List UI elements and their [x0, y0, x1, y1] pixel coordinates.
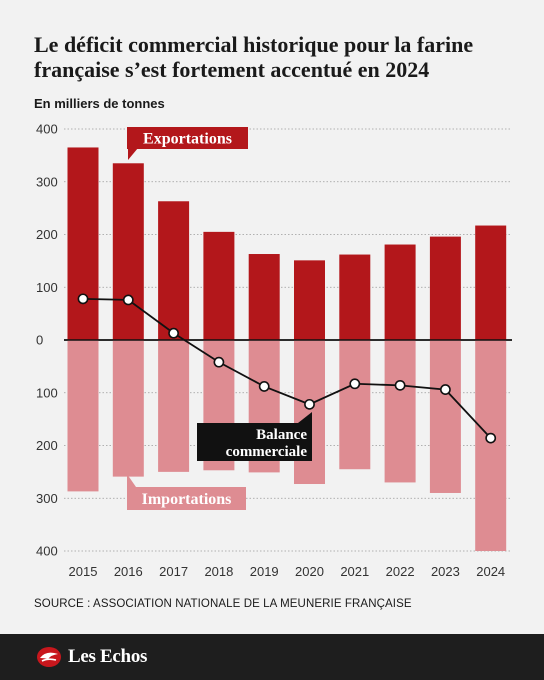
balance-annotation-line2: commerciale [226, 444, 308, 460]
x-tick-label: 2020 [295, 564, 324, 579]
export-bar [203, 231, 235, 340]
y-tick-label: 400 [36, 122, 58, 137]
x-tick-label: 2019 [250, 564, 279, 579]
x-tick-label: 2021 [340, 564, 369, 579]
balance-point [258, 381, 270, 392]
x-tick-label: 2018 [204, 564, 233, 579]
balance-annotation-pointer [298, 412, 312, 423]
x-tick-label: 2016 [114, 564, 143, 579]
x-tick-label: 2017 [159, 564, 188, 579]
import-bar [339, 340, 371, 470]
balance-point [485, 432, 497, 444]
import-bar [294, 340, 325, 485]
y-tick-label: 300 [36, 491, 58, 506]
import-bar [384, 340, 416, 483]
balance-point [213, 356, 225, 368]
balance-point [394, 379, 406, 391]
exports-annotation-box [127, 127, 248, 149]
x-tick-label: 2024 [476, 564, 505, 579]
y-tick-label: 100 [36, 280, 58, 295]
export-bar [384, 244, 416, 340]
balance-point [439, 384, 451, 395]
import-bar [429, 340, 461, 493]
exports-annotation: Exportations [127, 127, 248, 160]
exports-annotation-pointer [128, 148, 138, 160]
brand-name: Les Echos [68, 646, 148, 667]
chart: 400 300 200 100 0 100 200 300 400 2015 2016 2017 20… [36, 122, 512, 579]
export-bar [475, 225, 507, 340]
balance-point [122, 294, 134, 306]
footer-bar: Les Echos [0, 634, 544, 680]
import-bar [67, 340, 99, 492]
balance-point [77, 293, 89, 305]
balance-annotation: Balance commerciale [197, 412, 312, 461]
export-bar [339, 254, 371, 340]
brand-logo: Les Echos [36, 646, 147, 668]
chart-title: Le déficit commercial historique pour la… [34, 32, 474, 82]
export-bar [158, 201, 190, 340]
balance-line [82, 297, 492, 439]
import-bar [475, 340, 507, 551]
export-bar [67, 147, 99, 340]
source-note: SOURCE : ASSOCIATION NATIONALE DE LA MEU… [34, 598, 412, 610]
balance-point [349, 378, 361, 390]
import-bar [158, 340, 190, 472]
x-tick-label: 2015 [69, 564, 98, 579]
y-tick-label: 300 [36, 174, 58, 189]
balance-point [168, 327, 179, 339]
export-bar [294, 260, 325, 340]
unit-label: En milliers de tonnes [34, 96, 165, 111]
balance-annotation-line1: Balance [256, 427, 307, 443]
export-bar [112, 163, 144, 340]
y-tick-label: 0 [36, 333, 43, 348]
imports-annotation: Importations [127, 474, 246, 510]
balance-annotation-box [197, 423, 312, 461]
imports-annotation-text: Importations [142, 491, 232, 508]
x-tick-label: 2023 [431, 564, 460, 579]
y-tick-label: 400 [36, 544, 58, 559]
imports-annotation-pointer [127, 474, 136, 487]
y-tick-label: 200 [36, 438, 58, 453]
export-bar [429, 236, 461, 340]
x-tick-label: 2022 [386, 564, 415, 579]
imports-annotation-box [127, 487, 246, 510]
y-tick-label: 100 [36, 385, 58, 400]
y-tick-label: 200 [36, 227, 58, 242]
exports-annotation-text: Exportations [143, 131, 232, 148]
export-bar [248, 254, 280, 340]
echos-bird-icon [37, 647, 61, 667]
import-bar [112, 340, 144, 477]
balance-point [304, 398, 315, 410]
